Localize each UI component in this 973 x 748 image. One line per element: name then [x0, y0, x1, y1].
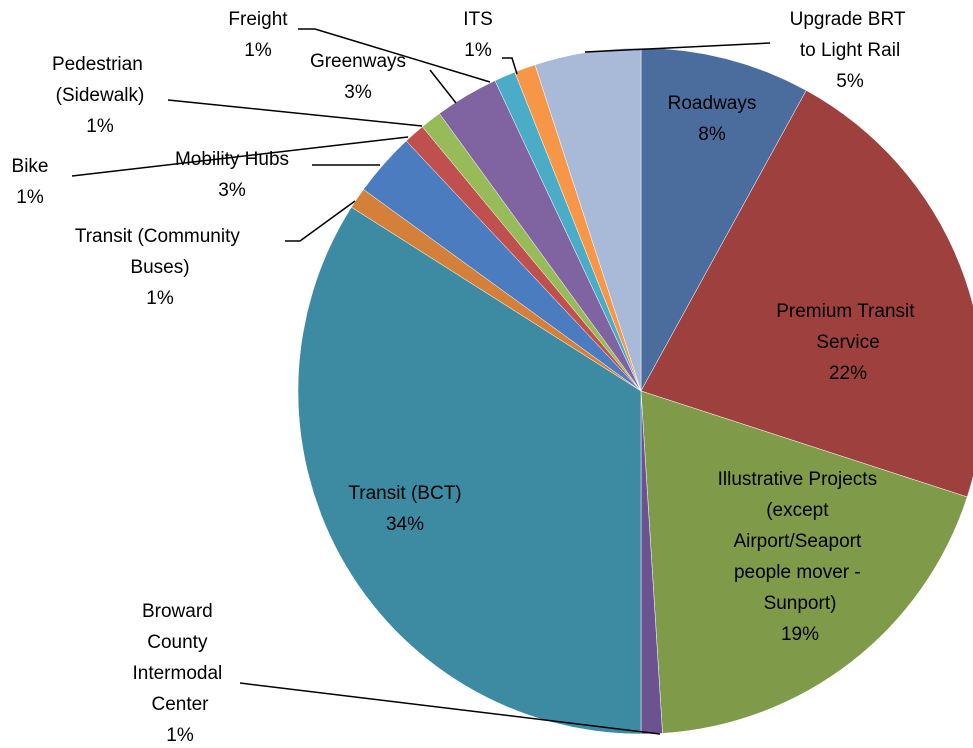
- label-line: ITS: [463, 9, 493, 30]
- leader-line: [298, 28, 491, 83]
- label-line: (Sidewalk): [56, 85, 145, 106]
- label-line: Transit (Community: [75, 226, 245, 247]
- leader-line: [502, 57, 518, 75]
- slice-label: Illustrative Projects (except Airport/Se…: [718, 469, 883, 614]
- leader-line: [71, 136, 409, 177]
- label-line: Buses): [130, 257, 189, 278]
- label-line: Broward: [142, 601, 218, 622]
- slice-label: Freight: [228, 9, 288, 30]
- leader-line: [167, 99, 423, 127]
- label-line: Bike: [12, 156, 49, 177]
- slice-label: Premium Transit Service: [776, 301, 920, 353]
- leader-line: [239, 682, 661, 735]
- label-line: Intermodal: [132, 663, 227, 684]
- leader-line: [429, 69, 457, 104]
- label-line: Roadways: [668, 93, 757, 114]
- value-label: 22%: [829, 363, 867, 384]
- slice-label: Roadways: [668, 93, 757, 114]
- slice-label: ITS: [463, 9, 493, 30]
- leader-line: [584, 42, 771, 53]
- value-label: 8%: [698, 124, 726, 145]
- value-label: 1%: [244, 40, 272, 61]
- value-label: 3%: [218, 180, 246, 201]
- value-label: 1%: [146, 288, 174, 309]
- value-label: 1%: [16, 187, 44, 208]
- label-line: Upgrade BRT: [790, 9, 911, 30]
- slice-label: Bike: [12, 156, 49, 177]
- slice-label: Upgrade BRT to Light Rail: [790, 9, 911, 61]
- label-line: Pedestrian: [52, 54, 148, 75]
- slice-label: Transit (BCT): [348, 483, 461, 504]
- label-line: Service: [816, 332, 879, 353]
- label-line: County: [147, 632, 212, 653]
- label-line: Freight: [228, 9, 288, 30]
- label-line: Center: [151, 694, 209, 715]
- value-label: 34%: [386, 514, 424, 535]
- value-label: 1%: [166, 725, 194, 746]
- pie-slice: [640, 90, 973, 498]
- label-line: to Light Rail: [800, 40, 900, 61]
- value-label: 5%: [836, 71, 864, 92]
- slice-label: Broward County Intermodal Center: [132, 601, 227, 715]
- label-line: Transit (BCT): [348, 483, 461, 504]
- value-label: 1%: [86, 116, 114, 137]
- label-line: Premium Transit: [776, 301, 920, 322]
- label-line: Airport/Seaport: [733, 531, 866, 552]
- pie-slice: [640, 390, 968, 734]
- slice-label: Pedestrian (Sidewalk): [52, 54, 148, 106]
- value-label: 3%: [344, 82, 372, 103]
- label-line: Greenways: [310, 51, 406, 72]
- label-line: Sunport): [764, 593, 837, 614]
- value-label: 1%: [464, 40, 492, 61]
- slice-label: Transit (Community Buses): [75, 226, 245, 278]
- label-line: Illustrative Projects: [718, 469, 883, 490]
- slice-label: Greenways: [310, 51, 406, 72]
- label-line: (except: [766, 500, 834, 521]
- label-line: people mover -: [734, 562, 866, 583]
- value-label: 19%: [781, 624, 819, 645]
- leader-line: [285, 200, 356, 242]
